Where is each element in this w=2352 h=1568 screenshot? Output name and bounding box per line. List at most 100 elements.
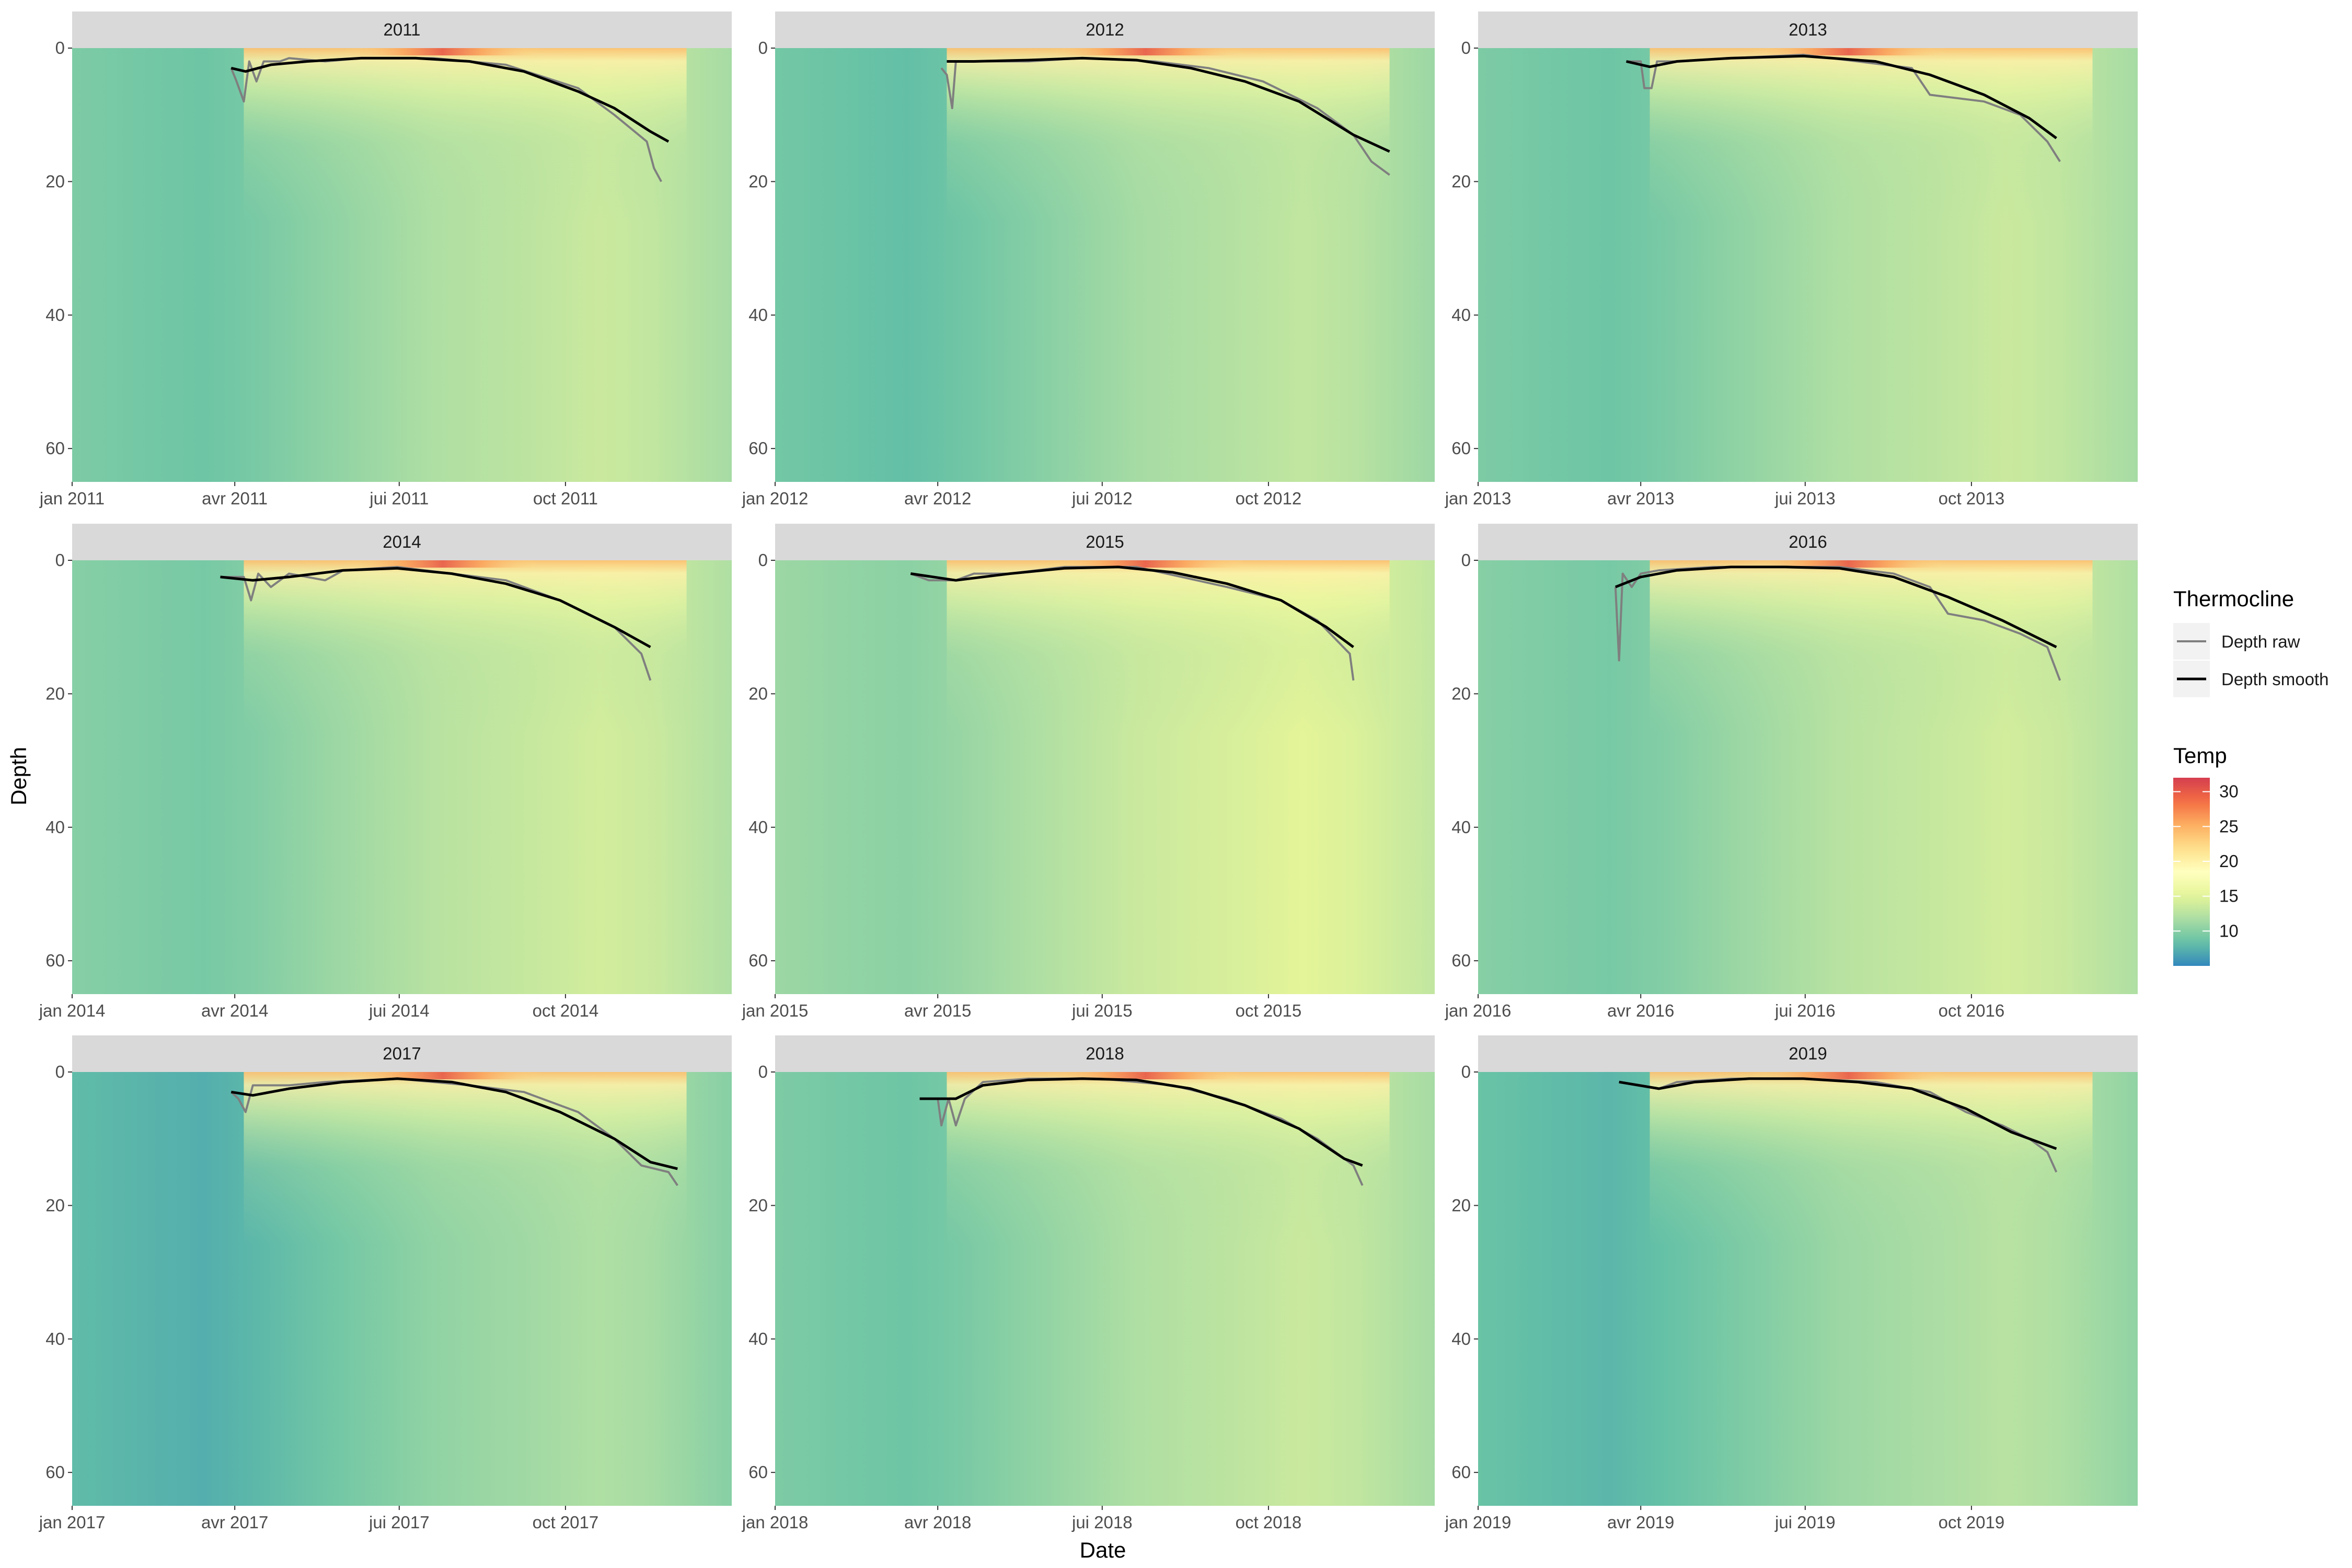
y-tick-label-2016-0: 0: [1461, 550, 1471, 570]
x-tick-label-2013-3: oct 2013: [1939, 489, 2005, 508]
y-tick-label-2018-0: 0: [758, 1062, 768, 1081]
x-tick-label-2011-0: jan 2011: [39, 489, 105, 508]
facet-panel-2017: 2017 0 20 40 60 jan 2017 avr 2017 jui 2017 oct 2…: [39, 1035, 732, 1532]
y-tick-label-2017-0: 0: [55, 1062, 65, 1081]
thermocline-smooth-line-2019: [1619, 1077, 2057, 1150]
x-tick-label-2013-0: jan 2013: [1445, 489, 1512, 508]
facet-strip-label-2013: 2013: [1789, 20, 1827, 39]
y-tick-label-2013-60: 60: [1451, 439, 1471, 458]
surface-warm-layer-2011: [244, 48, 687, 482]
y-tick-label-2016-40: 40: [1451, 817, 1471, 837]
x-tick-label-2016-3: oct 2016: [1939, 1001, 2005, 1020]
y-axis-title: Depth: [6, 747, 31, 805]
y-tick-label-2012-0: 0: [758, 38, 768, 57]
y-tick-label-2014-60: 60: [45, 951, 65, 970]
x-tick-label-2012-1: avr 2012: [904, 489, 971, 508]
colorbar-tick-label-20: 20: [2219, 851, 2239, 871]
facet-strip-2013: [1478, 11, 2138, 48]
y-tick-label-2018-40: 40: [748, 1329, 768, 1348]
surface-warm-layer-2018: [947, 1072, 1390, 1506]
surface-hot-patch-2018: [1046, 1072, 1245, 1079]
y-tick-label-2014-0: 0: [55, 550, 65, 570]
facet-panel-2019: 2019 0 20 40 60 jan 2019 avr 2019 jui 2019 oct 2…: [1445, 1035, 2138, 1532]
legend-entry-depth-smooth: Depth smooth: [2173, 661, 2328, 697]
y-tick-label-2019-20: 20: [1451, 1195, 1471, 1215]
facet-strip-2015: [775, 524, 1435, 560]
x-tick-label-2014-0: jan 2014: [39, 1001, 106, 1020]
x-tick-label-2017-0: jan 2017: [39, 1513, 106, 1532]
surface-hot-patch-2015: [1046, 560, 1245, 568]
x-tick-label-2014-3: oct 2014: [533, 1001, 599, 1020]
legend-label-depth-raw: Depth raw: [2221, 632, 2300, 651]
facet-strip-2019: [1478, 1035, 2138, 1072]
facet-strip-label-2011: 2011: [384, 20, 421, 39]
x-tick-label-2014-1: avr 2014: [201, 1001, 268, 1020]
x-tick-label-2011-2: jui 2011: [369, 489, 429, 508]
facet-strip-2011: [72, 11, 732, 48]
x-tick-label-2014-2: jui 2014: [368, 1001, 430, 1020]
facet-strip-2014: [72, 524, 732, 560]
y-tick-label-2014-40: 40: [45, 817, 65, 837]
facet-panels: 2011 0 20 40 60 jan 2011 avr 2011 jui 2011 oct 2…: [39, 11, 2138, 1532]
x-tick-label-2018-2: jui 2018: [1071, 1513, 1133, 1532]
colorbar-tick-label-25: 25: [2219, 816, 2239, 836]
surface-hot-patch-2014: [343, 560, 542, 568]
temp-colorbar: [2173, 778, 2210, 966]
x-tick-label-2019-1: avr 2019: [1607, 1513, 1674, 1532]
x-tick-label-2012-0: jan 2012: [742, 489, 809, 508]
facet-strip-2016: [1478, 524, 2138, 560]
facet-strip-label-2014: 2014: [383, 532, 421, 551]
y-tick-label-2015-60: 60: [748, 951, 768, 970]
x-tick-label-2015-2: jui 2015: [1071, 1001, 1133, 1020]
y-tick-label-2017-20: 20: [45, 1195, 65, 1215]
legend-label-depth-smooth: Depth smooth: [2221, 670, 2328, 689]
facet-panel-2011: 2011 0 20 40 60 jan 2011 avr 2011 jui 2011 oct 2…: [39, 11, 732, 508]
facet-strip-label-2015: 2015: [1086, 532, 1124, 551]
legend-area: Thermocline Depth raw Depth smooth Temp …: [2173, 586, 2328, 966]
thermocline-smooth-line-2015: [910, 566, 1354, 649]
y-tick-label-2016-60: 60: [1451, 951, 1471, 970]
y-tick-label-2013-40: 40: [1451, 305, 1471, 325]
surface-warm-layer-2012: [947, 48, 1390, 482]
thermocline-smooth-line-2011: [230, 56, 670, 143]
surface-hot-patch-2012: [1046, 48, 1245, 55]
x-tick-label-2013-2: jui 2013: [1774, 489, 1836, 508]
x-tick-label-2016-2: jui 2016: [1774, 1001, 1836, 1020]
x-tick-label-2012-2: jui 2012: [1071, 489, 1133, 508]
y-tick-label-2015-0: 0: [758, 550, 768, 570]
y-tick-label-2017-40: 40: [45, 1329, 65, 1348]
y-tick-label-2017-60: 60: [45, 1462, 65, 1482]
x-tick-label-2017-1: avr 2017: [201, 1513, 268, 1532]
x-tick-label-2016-0: jan 2016: [1445, 1001, 1512, 1020]
y-tick-label-2011-60: 60: [45, 439, 65, 458]
temp-colorbar-ticks: 10 15 20 25 30: [2173, 782, 2239, 940]
colorbar-tick-label-30: 30: [2219, 782, 2239, 801]
x-tick-label-2011-1: avr 2011: [202, 489, 268, 508]
surface-warm-layer-2017: [244, 1072, 687, 1506]
x-tick-label-2011-3: oct 2011: [533, 489, 598, 508]
legend-entry-depth-raw: Depth raw: [2173, 623, 2300, 660]
x-tick-label-2019-3: oct 2019: [1939, 1513, 2005, 1532]
y-tick-label-2018-20: 20: [748, 1195, 768, 1215]
colorbar-tick-label-10: 10: [2219, 921, 2239, 940]
x-tick-label-2019-0: jan 2019: [1445, 1513, 1512, 1532]
surface-warm-layer-2015: [947, 560, 1390, 994]
surface-hot-patch-2017: [343, 1072, 542, 1079]
surface-warm-layer-2014: [244, 560, 687, 994]
facet-strip-label-2019: 2019: [1789, 1044, 1827, 1063]
legend-temp-title: Temp: [2173, 743, 2227, 768]
x-tick-label-2012-3: oct 2012: [1236, 489, 1302, 508]
facet-strip-label-2012: 2012: [1086, 20, 1124, 39]
facet-panel-2018: 2018 0 20 40 60 jan 2018 avr 2018 jui 2018 oct 2…: [742, 1035, 1435, 1532]
facet-panel-2016: 2016 0 20 40 60 jan 2016 avr 2016 jui 2016 oct 2…: [1445, 524, 2138, 1020]
x-axis-title: Date: [1080, 1538, 1126, 1562]
facet-strip-2017: [72, 1035, 732, 1072]
facet-panel-2012: 2012 0 20 40 60 jan 2012 avr 2012 jui 2012 oct 2…: [742, 11, 1435, 508]
facet-strip-label-2017: 2017: [383, 1044, 421, 1063]
surface-hot-patch-2013: [1749, 48, 1948, 55]
y-tick-label-2011-40: 40: [45, 305, 65, 325]
y-tick-label-2019-0: 0: [1461, 1062, 1471, 1081]
y-tick-label-2016-20: 20: [1451, 684, 1471, 703]
y-tick-label-2013-20: 20: [1451, 171, 1471, 191]
